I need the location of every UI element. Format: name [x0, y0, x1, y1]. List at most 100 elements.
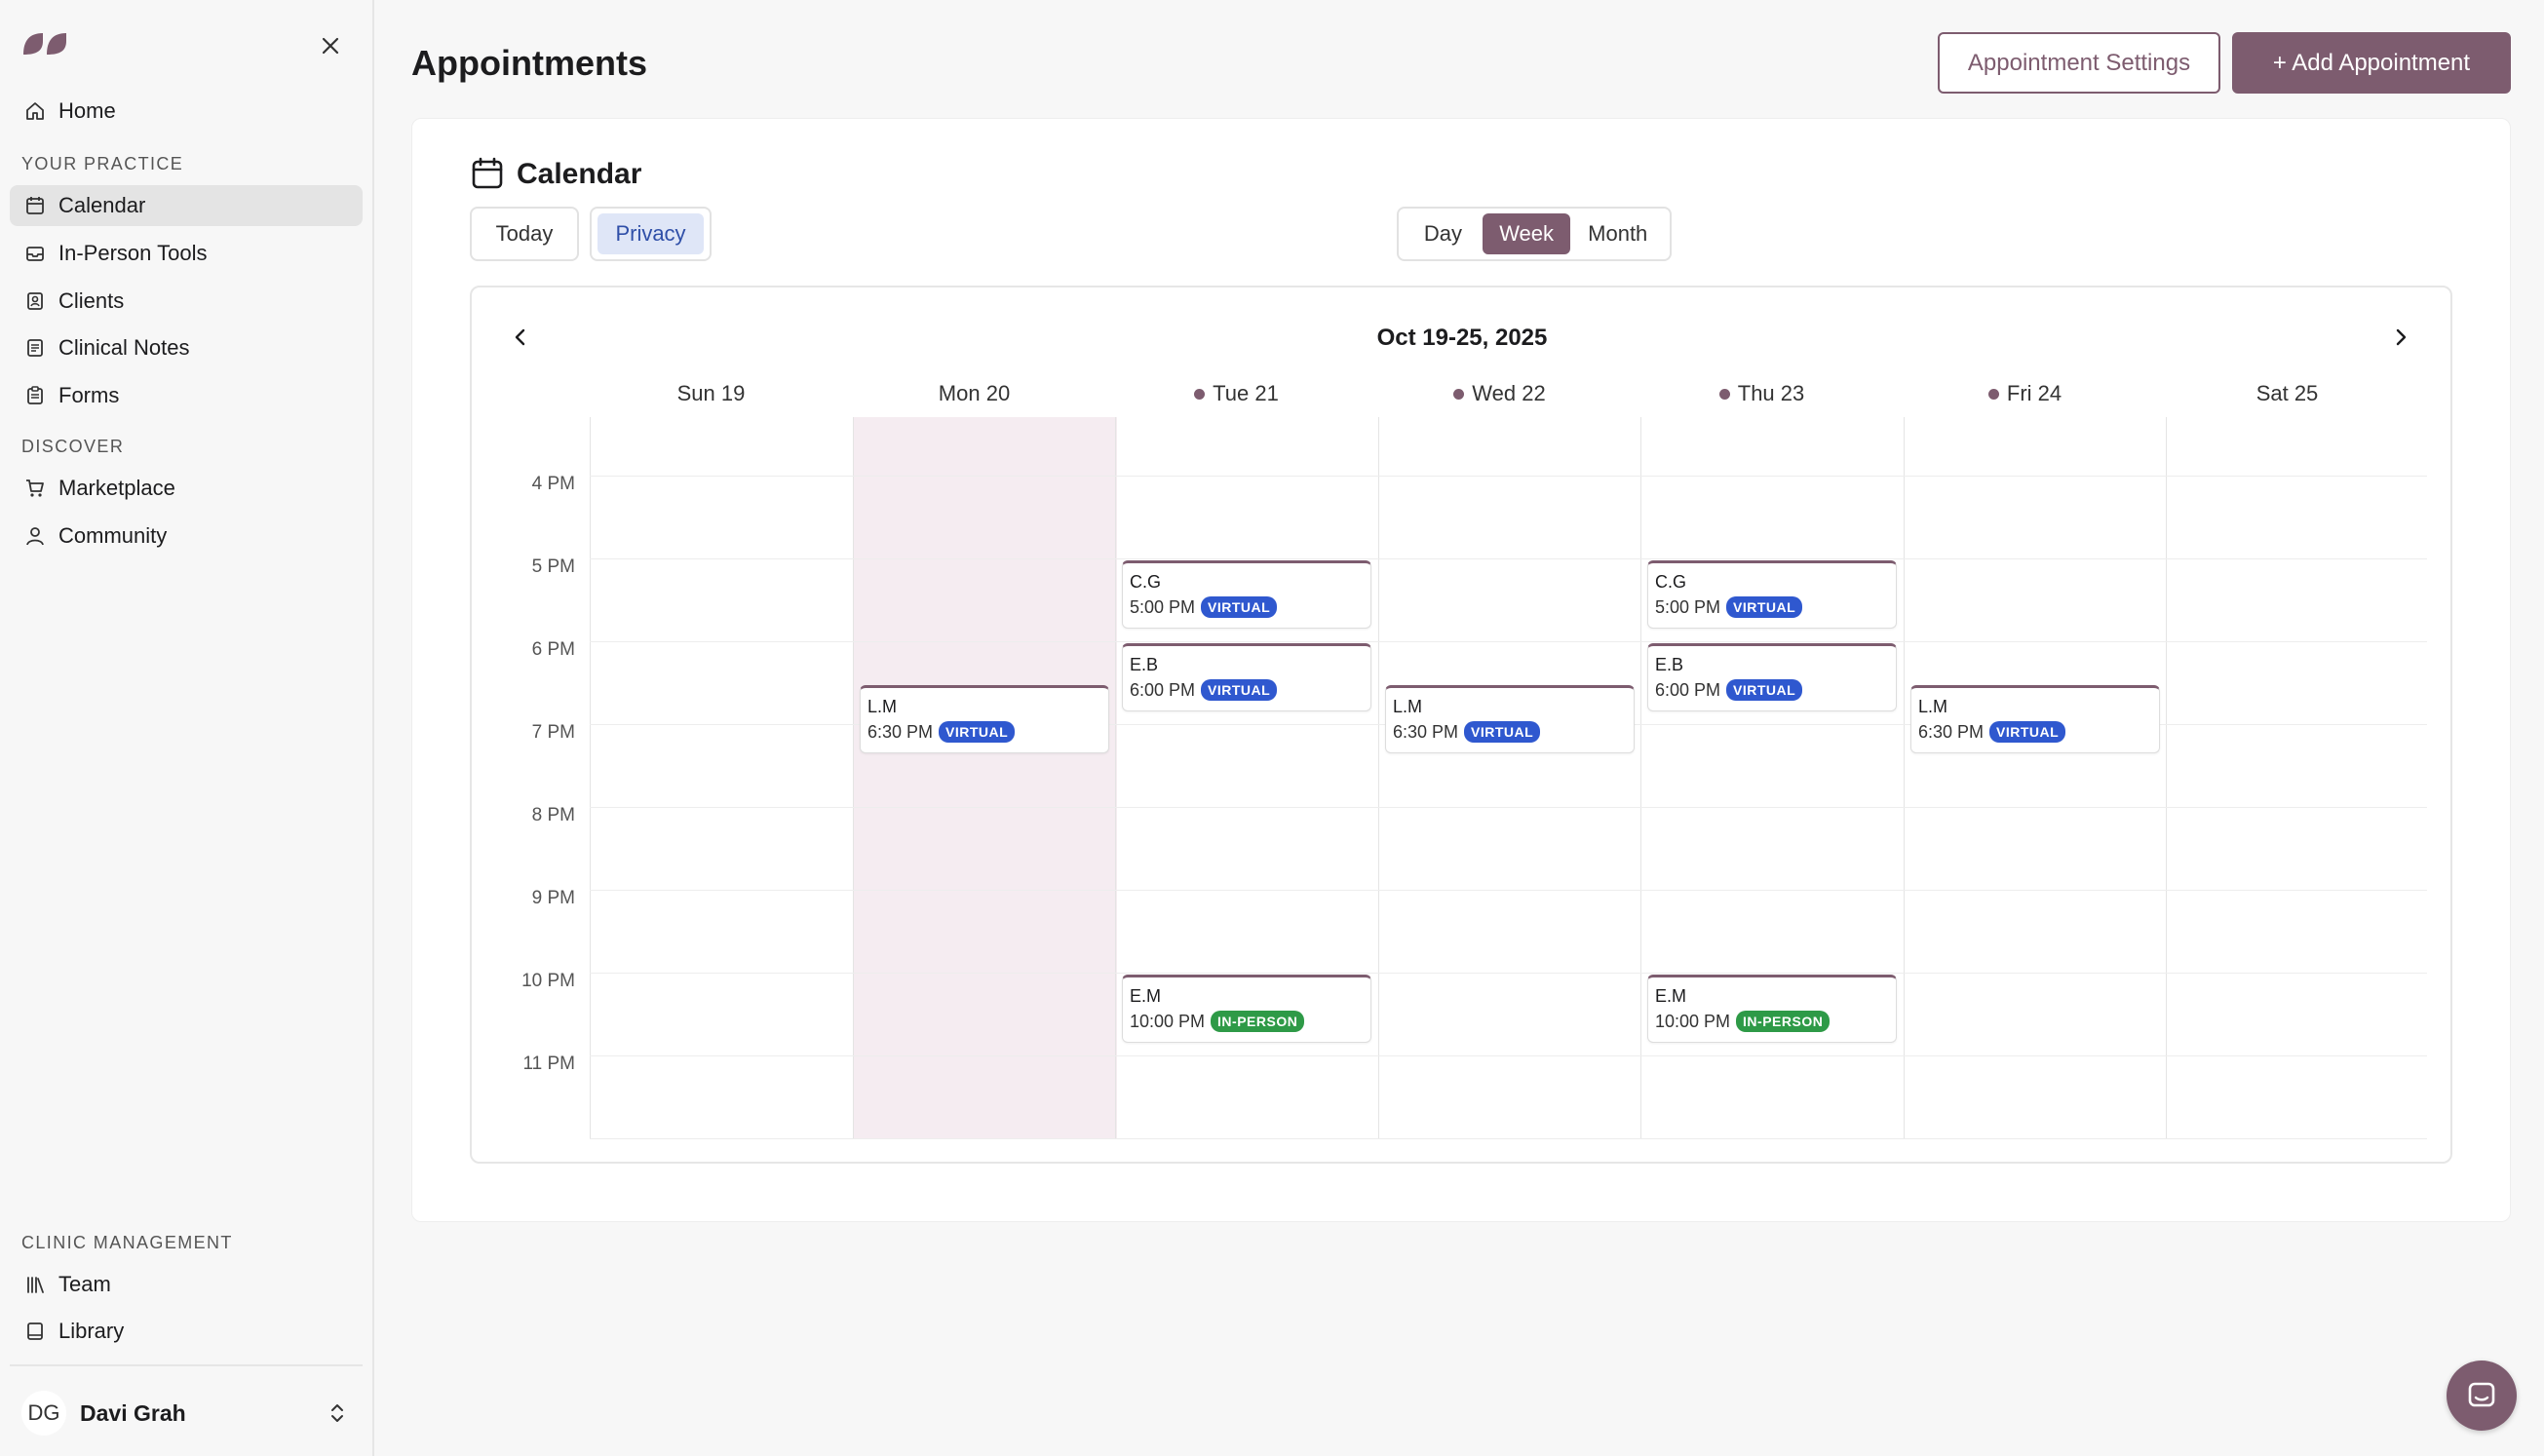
sidebar-item-clinical-notes[interactable]: Clinical Notes	[10, 327, 363, 368]
appointment-client: E.M	[1655, 986, 1687, 1006]
appointment-card[interactable]: C.G 5:00 PM VIRTUAL	[1647, 560, 1897, 629]
sidebar-item-label: Calendar	[58, 193, 146, 217]
add-appointment-button[interactable]: + Add Appointment	[2232, 32, 2511, 94]
sidebar-item-label: Library	[58, 1319, 125, 1343]
appointment-card[interactable]: L.M 6:30 PM VIRTUAL	[1910, 685, 2160, 753]
sidebar-item-label: Home	[58, 98, 116, 123]
close-sidebar-button[interactable]	[314, 29, 347, 62]
avatar: DG	[21, 1391, 66, 1436]
sidebar-item-calendar[interactable]: Calendar	[10, 185, 363, 226]
sidebar-item-library[interactable]: Library	[10, 1311, 363, 1352]
day-header[interactable]: Thu 23	[1631, 381, 1893, 406]
user-menu[interactable]: DG Davi Grah	[10, 1388, 363, 1438]
appointment-details: 5:00 PM VIRTUAL	[1130, 596, 1364, 618]
chevron-right-icon	[2396, 328, 2407, 346]
view-day-button[interactable]: Day	[1423, 221, 1462, 246]
appointment-type-badge: VIRTUAL	[1989, 721, 2066, 743]
chat-support-button[interactable]	[2447, 1360, 2517, 1431]
appointment-card[interactable]: L.M 6:30 PM VIRTUAL	[860, 685, 1109, 753]
calendar-icon	[472, 157, 503, 189]
appointment-time: 6:00 PM	[1130, 679, 1196, 700]
hour-gridline	[590, 558, 2427, 559]
day-header[interactable]: Sat 25	[2156, 381, 2418, 406]
appointment-time: 6:30 PM	[1393, 721, 1459, 742]
appointment-card[interactable]: C.G 5:00 PM VIRTUAL	[1122, 560, 1371, 629]
hour-label: 6 PM	[531, 639, 575, 660]
sidebar-item-marketplace[interactable]: Marketplace	[10, 468, 363, 509]
sidebar-item-label: Clinical Notes	[58, 335, 190, 360]
chevron-left-icon	[515, 328, 525, 346]
next-week-button[interactable]	[2381, 318, 2420, 357]
sidebar-item-label: Clients	[58, 288, 125, 313]
appointment-details: 5:00 PM VIRTUAL	[1655, 596, 1889, 618]
appointment-details: 6:00 PM VIRTUAL	[1130, 679, 1364, 701]
day-header[interactable]: Tue 21	[1105, 381, 1368, 406]
has-appointments-dot	[1718, 388, 1730, 400]
appointment-client: E.B	[1130, 655, 1159, 674]
appointment-time: 10:00 PM	[1130, 1011, 1206, 1031]
privacy-toggle: Privacy	[590, 207, 712, 261]
appointment-type-badge: VIRTUAL	[1201, 679, 1278, 701]
chat-icon	[2468, 1382, 2495, 1407]
sidebar-item-label: Community	[58, 523, 168, 548]
hour-label: 10 PM	[521, 971, 575, 991]
appointment-card[interactable]: E.B 6:00 PM VIRTUAL	[1647, 643, 1897, 711]
home-icon	[23, 99, 47, 123]
appointment-client: C.G	[1130, 572, 1162, 592]
notes-icon	[23, 336, 47, 360]
appointment-details: 6:00 PM VIRTUAL	[1655, 679, 1889, 701]
appointment-client: L.M	[1918, 697, 1948, 716]
sidebar-item-label: In-Person Tools	[58, 241, 208, 265]
day-column-divider	[853, 417, 854, 1138]
chevron-up-down-icon	[331, 1404, 343, 1422]
day-header[interactable]: Mon 20	[843, 381, 1105, 406]
day-label: Sun 19	[676, 381, 746, 405]
appointment-card[interactable]: L.M 6:30 PM VIRTUAL	[1385, 685, 1635, 753]
contact-book-icon	[23, 289, 47, 313]
day-column-divider	[590, 417, 591, 1138]
appointment-details: 10:00 PM IN-PERSON	[1130, 1011, 1364, 1032]
view-week-button[interactable]: Week	[1482, 213, 1571, 254]
sidebar-item-in-person-tools[interactable]: In-Person Tools	[10, 233, 363, 274]
appointment-settings-button[interactable]: Appointment Settings	[1938, 32, 2220, 94]
view-month-button[interactable]: Month	[1588, 221, 1648, 246]
sidebar-item-label: Marketplace	[58, 476, 175, 500]
appointment-time: 6:30 PM	[1918, 721, 1985, 742]
sidebar-item-clients[interactable]: Clients	[10, 281, 363, 322]
sidebar-item-home[interactable]: Home	[10, 91, 363, 132]
privacy-button[interactable]: Privacy	[597, 213, 704, 254]
hour-gridline	[590, 973, 2427, 974]
appointment-details: 6:30 PM VIRTUAL	[867, 721, 1101, 743]
has-appointments-dot	[1453, 388, 1465, 400]
day-header[interactable]: Wed 22	[1368, 381, 1631, 406]
hour-label: 5 PM	[531, 556, 575, 577]
hour-gridline	[590, 476, 2427, 477]
sidebar-item-community[interactable]: Community	[10, 516, 363, 556]
cart-icon	[23, 477, 47, 500]
today-button[interactable]: Today	[470, 207, 579, 261]
appointment-card[interactable]: E.M 10:00 PM IN-PERSON	[1122, 975, 1371, 1043]
calendar-title: Calendar	[517, 158, 642, 190]
clipboard-icon	[23, 384, 47, 407]
appointment-card[interactable]: E.M 10:00 PM IN-PERSON	[1647, 975, 1897, 1043]
sidebar-item-forms[interactable]: Forms	[10, 375, 363, 416]
previous-week-button[interactable]	[501, 318, 540, 357]
hour-gridline	[590, 1138, 2427, 1139]
appointment-time: 6:30 PM	[867, 721, 934, 742]
day-label: Thu 23	[1737, 381, 1805, 405]
appointment-details: 6:30 PM VIRTUAL	[1918, 721, 2152, 743]
sidebar-divider	[10, 1364, 363, 1366]
day-header[interactable]: Fri 24	[1894, 381, 2156, 406]
hour-label: 9 PM	[531, 888, 575, 908]
hour-label: 7 PM	[531, 722, 575, 743]
day-column-divider	[1904, 417, 1905, 1138]
sidebar-item-team[interactable]: Team	[10, 1264, 363, 1305]
appointment-client: E.M	[1130, 986, 1162, 1006]
user-name: Davi Grah	[80, 1399, 186, 1426]
appointment-card[interactable]: E.B 6:00 PM VIRTUAL	[1122, 643, 1371, 711]
appointment-client: L.M	[867, 697, 898, 716]
section-title-your-practice: YOUR PRACTICE	[21, 154, 184, 173]
appointment-details: 10:00 PM IN-PERSON	[1655, 1011, 1889, 1032]
day-label: Wed 22	[1472, 381, 1546, 405]
day-header[interactable]: Sun 19	[580, 381, 842, 406]
